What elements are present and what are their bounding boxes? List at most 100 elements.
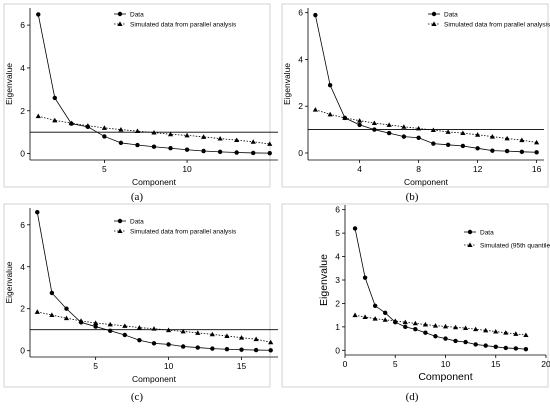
x-tick-label: 10: [164, 361, 174, 371]
data-point: [403, 324, 408, 330]
data-point: [534, 150, 539, 155]
simulated-point: [412, 320, 418, 326]
data-point: [352, 226, 358, 231]
data-point: [362, 275, 368, 280]
data-point: [445, 142, 451, 147]
data-point: [523, 346, 529, 352]
simulated-point: [253, 336, 259, 342]
x-axis-title: Component: [132, 374, 177, 384]
simulated-point: [442, 323, 449, 329]
data-point: [35, 209, 40, 215]
simulated-point: [180, 328, 186, 334]
simulated-point: [234, 137, 240, 143]
y-tick-label: 6: [20, 220, 25, 230]
panel-caption: (b): [406, 191, 419, 203]
data-point: [239, 347, 244, 352]
data-point: [413, 327, 418, 332]
panel-frame: [3, 203, 271, 388]
y-tick-label: 6: [298, 8, 303, 18]
simulated-point: [519, 137, 525, 143]
data-point: [493, 344, 498, 349]
y-tick-label: 2: [20, 304, 25, 314]
simulated-point: [52, 117, 58, 123]
simulated-point: [118, 127, 124, 132]
simulated-point: [463, 325, 469, 330]
x-axis-title: Component: [132, 177, 177, 187]
legend-marker-circle: [431, 11, 437, 17]
data-point: [49, 290, 55, 296]
y-tick-label: 6: [20, 20, 25, 30]
simulated-point: [167, 131, 174, 137]
simulated-series-line: [315, 109, 537, 143]
simulated-point: [493, 328, 499, 334]
y-tick-label: 5: [335, 228, 340, 238]
x-axis-title: Component: [404, 177, 449, 187]
legend-marker-circle: [117, 218, 123, 224]
data-point: [166, 342, 171, 347]
data-point: [122, 332, 128, 338]
chart-panel-4: 0 1 2 3 4 5 6 0 5 10 15 20 Component Eigenvalue Data Si…: [281, 203, 550, 403]
data-point: [431, 141, 436, 146]
data-point: [423, 330, 428, 335]
y-tick-label: 4: [298, 54, 303, 64]
panel-caption: (d): [406, 391, 419, 403]
y-tick-label: 4: [335, 252, 340, 262]
simulated-point: [68, 120, 74, 126]
data-point: [93, 324, 98, 329]
data-point: [327, 82, 333, 88]
x-tick-label: 10: [182, 164, 192, 174]
simulated-point: [430, 127, 436, 133]
legend-label: Simulated data from parallel analysis: [130, 229, 237, 236]
data-point: [460, 143, 466, 149]
data-point: [268, 348, 273, 353]
data-point: [151, 341, 157, 346]
simulated-point: [362, 314, 368, 319]
data-point: [386, 130, 392, 136]
legend-marker-circle: [117, 11, 123, 17]
x-tick-label: 8: [416, 164, 421, 174]
legend-label: Simulated data from parallel analysis: [130, 22, 237, 29]
simulated-point: [122, 323, 128, 328]
simulated-point: [513, 331, 519, 336]
simulated-point: [224, 333, 230, 338]
simulated-point: [452, 324, 459, 330]
x-tick-label: 16: [532, 164, 542, 174]
data-point: [483, 343, 488, 348]
data-point: [490, 148, 495, 153]
simulated-point: [371, 120, 377, 126]
x-tick-label: 5: [393, 359, 398, 369]
panel-caption: (a): [131, 191, 144, 203]
data-point: [416, 135, 421, 140]
data-series-line: [314, 14, 537, 153]
simulated-point: [523, 332, 529, 338]
data-point: [513, 346, 519, 351]
data-point: [401, 134, 407, 139]
legend-marker-triangle: [431, 21, 437, 26]
data-point: [475, 146, 480, 151]
data-point: [504, 148, 510, 154]
simulated-point: [445, 129, 451, 134]
data-point: [64, 306, 69, 311]
data-point: [224, 347, 230, 352]
simulated-point: [267, 141, 273, 146]
chart-panel-1: 0 2 4 6 5 10 Component Eigenvalue Data Simulated …: [3, 3, 278, 203]
data-point: [108, 328, 113, 333]
x-tick-label: 12: [473, 164, 483, 174]
simulated-point: [504, 135, 510, 141]
y-tick-label: 0: [20, 346, 25, 356]
x-tick-label: 15: [491, 359, 501, 369]
y-axis-title: Eigenvalue: [4, 63, 14, 105]
simulated-point: [101, 125, 107, 130]
data-point: [453, 338, 458, 344]
x-tick-label: 20: [541, 359, 550, 369]
data-point: [52, 95, 57, 101]
y-axis-title: Eigenvalue: [282, 63, 292, 105]
legend-marker-triangle: [467, 242, 473, 247]
data-point: [383, 310, 388, 316]
simulated-point: [35, 113, 41, 119]
simulated-point: [342, 115, 348, 120]
panel-caption: (c): [131, 391, 144, 403]
data-point: [210, 346, 215, 351]
simulated-point: [402, 319, 408, 325]
simulated-point: [107, 321, 113, 327]
